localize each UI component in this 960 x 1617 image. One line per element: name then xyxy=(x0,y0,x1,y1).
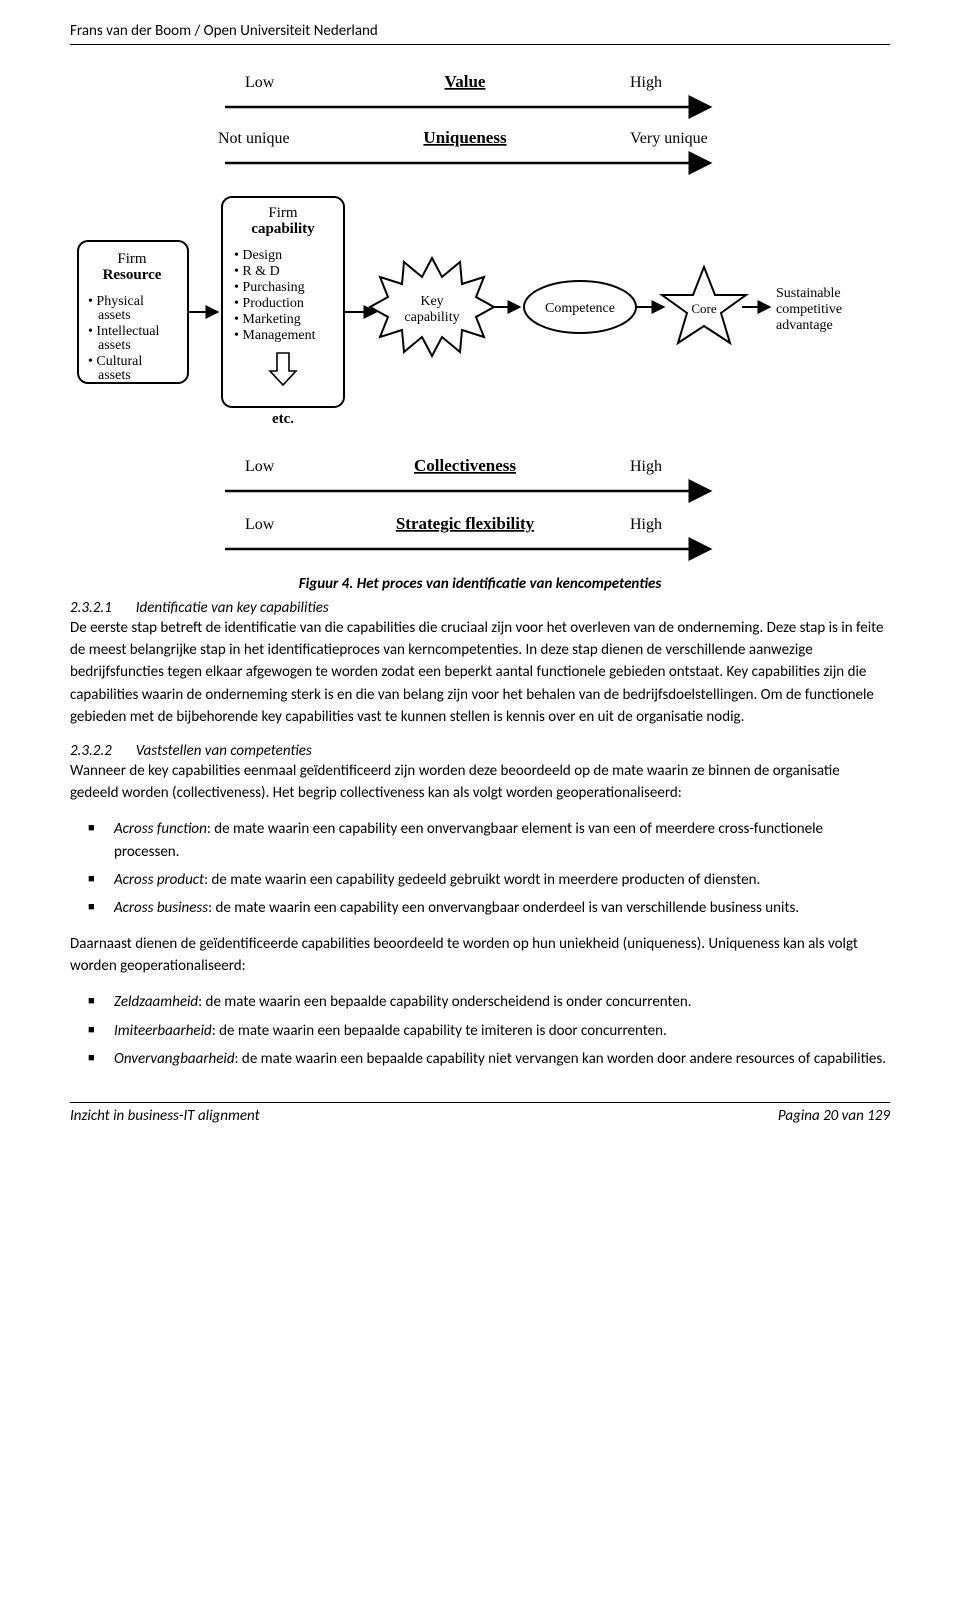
node-core: Core xyxy=(662,267,746,343)
node-firm-resource: Firm Resource • Physical assets • Intell… xyxy=(78,241,188,383)
svg-text:Sustainable: Sustainable xyxy=(776,286,841,301)
list-rest: : de mate waarin een bepaalde capability… xyxy=(212,1022,667,1040)
svg-text:Low: Low xyxy=(245,458,275,475)
list-term: Imiteerbaarheid xyxy=(114,1022,212,1040)
list-term: Across function xyxy=(114,820,207,838)
list-rest: : de mate waarin een bepaalde capability… xyxy=(235,1050,887,1068)
list-term: Across product xyxy=(114,871,204,889)
svg-text:Collectiveness: Collectiveness xyxy=(414,456,516,475)
svg-text:• Marketing: • Marketing xyxy=(234,312,301,327)
svg-text:etc.: etc. xyxy=(272,411,294,427)
figure: Low Value High Not unique Uniqueness Ver… xyxy=(70,57,890,565)
svg-text:Very unique: Very unique xyxy=(630,130,708,147)
list-term: Across business xyxy=(114,899,208,917)
page: Frans van der Boom / Open Universiteit N… xyxy=(0,0,960,1165)
uniqueness-list: Zeldzaamheid: de mate waarin een bepaald… xyxy=(70,991,890,1070)
scale-collectiveness: Low Collectiveness High xyxy=(225,456,710,491)
svg-text:assets: assets xyxy=(98,308,131,323)
section-title: Vaststellen van competenties xyxy=(136,742,312,760)
figure-caption: Figuur 4. Het proces van identificatie v… xyxy=(70,575,890,593)
running-head: Frans van der Boom / Open Universiteit N… xyxy=(70,22,890,45)
svg-text:High: High xyxy=(630,516,662,533)
svg-text:Strategic flexibility: Strategic flexibility xyxy=(396,514,535,533)
figure-svg: Low Value High Not unique Uniqueness Ver… xyxy=(70,63,890,563)
svg-text:Not unique: Not unique xyxy=(218,130,290,147)
svg-text:• Production: • Production xyxy=(234,296,304,311)
svg-text:• Management: • Management xyxy=(234,328,316,343)
svg-text:capability: capability xyxy=(404,310,459,325)
section-title: Identificatie van key capabilities xyxy=(136,599,329,617)
list-rest: : de mate waarin een bepaalde capability… xyxy=(198,993,691,1011)
svg-text:Resource: Resource xyxy=(103,267,162,283)
section-number: 2.3.2.2 xyxy=(70,742,112,760)
svg-text:Firm: Firm xyxy=(117,251,147,267)
caption-prefix: Figuur 4. xyxy=(299,575,354,593)
section-2-post: Daarnaast dienen de geïdentificeerde cap… xyxy=(70,933,890,977)
svg-text:Firm: Firm xyxy=(268,205,298,221)
svg-text:High: High xyxy=(630,74,662,91)
footer-left: Inzicht in business-IT alignment xyxy=(70,1107,260,1125)
list-term: Zeldzaamheid xyxy=(114,993,198,1011)
list-rest: : de mate waarin een capability een onve… xyxy=(114,820,823,860)
svg-text:High: High xyxy=(630,458,662,475)
svg-text:competitive: competitive xyxy=(776,302,842,317)
list-rest: : de mate waarin een capability gedeeld … xyxy=(204,871,760,889)
svg-text:• Design: • Design xyxy=(234,248,282,263)
section-heading-1: 2.3.2.1 Identificatie van key capabiliti… xyxy=(70,599,890,617)
svg-text:assets: assets xyxy=(98,368,131,383)
footer-right: Pagina 20 van 129 xyxy=(778,1107,890,1125)
svg-text:capability: capability xyxy=(251,221,315,237)
svg-text:Value: Value xyxy=(445,72,486,91)
caption-text: Het proces van identificatie van kencomp… xyxy=(357,575,662,593)
list-item: Zeldzaamheid: de mate waarin een bepaald… xyxy=(96,991,890,1013)
list-item: Across function: de mate waarin een capa… xyxy=(96,818,890,862)
section-2-para: Wanneer de key capabilities eenmaal geïd… xyxy=(70,760,890,804)
list-item: Across business: de mate waarin een capa… xyxy=(96,897,890,919)
svg-text:advantage: advantage xyxy=(776,318,833,333)
svg-text:Uniqueness: Uniqueness xyxy=(423,128,507,147)
section-1-para: De eerste stap betreft de identificatie … xyxy=(70,617,890,728)
scale-strategic-flex: Low Strategic flexibility High xyxy=(225,514,710,549)
svg-text:Competence: Competence xyxy=(545,301,615,316)
section-number: 2.3.2.1 xyxy=(70,599,112,617)
svg-text:• Cultural: • Cultural xyxy=(88,354,142,369)
svg-text:• Purchasing: • Purchasing xyxy=(234,280,305,295)
svg-text:assets: assets xyxy=(98,338,131,353)
list-item: Across product: de mate waarin een capab… xyxy=(96,869,890,891)
svg-text:• Intellectual: • Intellectual xyxy=(88,324,159,339)
node-competence: Competence xyxy=(524,281,636,333)
collectiveness-list: Across function: de mate waarin een capa… xyxy=(70,818,890,919)
node-firm-capability: Firm capability • Design • R & D • Purch… xyxy=(222,197,344,427)
scale-value: Low Value High xyxy=(225,72,710,107)
list-term: Onvervangbaarheid xyxy=(114,1050,235,1068)
list-rest: : de mate waarin een capability een onve… xyxy=(208,899,799,917)
node-outcome: Sustainable competitive advantage xyxy=(776,286,842,333)
list-item: Onvervangbaarheid: de mate waarin een be… xyxy=(96,1048,890,1070)
svg-text:Low: Low xyxy=(245,516,275,533)
svg-text:Core: Core xyxy=(691,301,717,316)
svg-text:• Physical: • Physical xyxy=(88,294,144,309)
list-item: Imiteerbaarheid: de mate waarin een bepa… xyxy=(96,1020,890,1042)
scale-uniqueness: Not unique Uniqueness Very unique xyxy=(218,128,710,163)
svg-text:• R & D: • R & D xyxy=(234,264,280,279)
svg-text:Low: Low xyxy=(245,74,275,91)
section-heading-2: 2.3.2.2 Vaststellen van competenties xyxy=(70,742,890,760)
svg-text:Key: Key xyxy=(420,294,443,309)
node-key-capability: Key capability xyxy=(370,258,494,356)
page-footer: Inzicht in business-IT alignment Pagina … xyxy=(70,1102,890,1125)
